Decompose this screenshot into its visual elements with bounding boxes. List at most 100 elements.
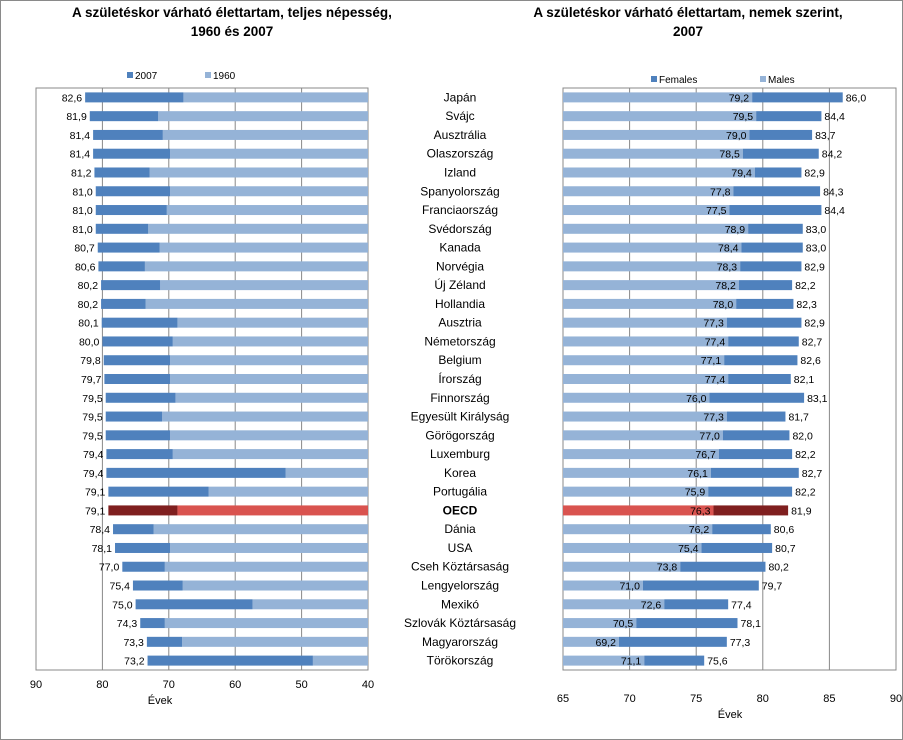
right-bar-females: [680, 561, 766, 572]
right-bar-males: [563, 449, 719, 460]
right-bar-males: [563, 561, 681, 572]
right-bar-females: [722, 430, 790, 441]
left-bar-2007: [105, 411, 163, 422]
left-data-label: 78,1: [92, 543, 113, 555]
left-legend-label: 1960: [213, 71, 236, 82]
right-bar-females: [748, 223, 803, 234]
left-data-label: 73,2: [124, 656, 145, 668]
right-bar-females: [733, 186, 821, 197]
country-label: Németország: [424, 334, 495, 348]
right-females-label: 82,2: [795, 449, 816, 461]
right-males-label: 76,2: [689, 524, 710, 536]
right-bar-females: [726, 317, 802, 328]
right-males-label: 71,1: [621, 656, 642, 668]
right-bar-males: [563, 505, 714, 516]
right-legend-label: Males: [768, 75, 795, 86]
country-label: Egyesült Királyság: [411, 410, 510, 424]
left-bar-2007: [103, 355, 171, 366]
country-label: Izland: [444, 165, 476, 179]
country-label: Japán: [444, 90, 477, 104]
right-males-label: 78,2: [715, 280, 736, 292]
left-bar-1960: [162, 411, 368, 422]
left-bar-2007: [122, 561, 165, 572]
right-bar-males: [563, 467, 711, 478]
right-bar-males: [563, 186, 734, 197]
left-legend-swatch: [205, 72, 211, 78]
right-females-label: 84,2: [822, 149, 843, 161]
right-males-label: 73,8: [657, 562, 678, 574]
right-females-label: 82,6: [800, 355, 821, 367]
right-bar-females: [726, 411, 786, 422]
left-bar-2007: [102, 336, 173, 347]
left-data-label: 80,6: [75, 261, 96, 273]
left-tick-label: 60: [229, 679, 241, 691]
left-bar-1960: [170, 355, 368, 366]
right-bar-males: [563, 636, 619, 647]
right-bar-females: [728, 374, 791, 384]
left-bar-2007: [104, 374, 171, 384]
left-data-label: 75,4: [110, 581, 131, 593]
left-bar-1960: [159, 242, 368, 253]
right-chart-title-line: A születéskor várható élettartam, nemek …: [533, 5, 842, 20]
right-males-label: 77,4: [705, 336, 726, 348]
right-females-label: 82,7: [802, 468, 823, 480]
country-label: Portugália: [433, 485, 487, 499]
left-bar-2007: [95, 205, 167, 216]
right-bar-females: [749, 129, 813, 140]
left-bar-2007: [95, 223, 149, 234]
left-bar-2007: [147, 655, 313, 666]
right-males-label: 79,0: [726, 130, 747, 142]
right-bar-females: [740, 261, 802, 272]
country-label: Korea: [444, 466, 476, 480]
left-bar-2007: [105, 392, 176, 403]
left-bar-2007: [146, 636, 183, 647]
left-bar-1960: [182, 580, 368, 591]
left-bar-1960: [164, 561, 368, 572]
left-bar-1960: [170, 186, 368, 197]
country-label: Kanada: [439, 241, 481, 255]
left-x-axis-title: Évek: [148, 694, 173, 707]
right-bar-females: [709, 392, 805, 403]
right-females-label: 82,9: [804, 318, 825, 330]
right-females-label: 78,1: [740, 618, 761, 630]
left-data-label: 81,4: [70, 149, 91, 161]
left-tick-label: 70: [163, 679, 175, 691]
left-data-label: 73,3: [123, 637, 144, 649]
right-females-label: 81,9: [791, 505, 812, 517]
right-males-label: 75,9: [685, 487, 706, 499]
left-bar-1960: [153, 524, 368, 535]
right-tick-label: 65: [557, 693, 569, 705]
left-data-label: 79,5: [82, 412, 103, 424]
right-females-label: 82,9: [804, 167, 825, 179]
right-bar-females: [756, 111, 822, 122]
right-males-label: 71,0: [619, 581, 640, 593]
right-bar-females: [752, 92, 843, 103]
right-females-label: 84,3: [823, 186, 844, 198]
right-males-label: 70,5: [613, 618, 634, 630]
left-data-label: 81,0: [72, 224, 93, 236]
right-males-label: 78,9: [725, 224, 746, 236]
left-bar-1960: [172, 336, 368, 347]
right-males-label: 76,3: [690, 505, 711, 517]
right-females-label: 82,1: [794, 374, 815, 386]
left-bar-2007: [115, 542, 171, 553]
left-bar-1960: [145, 298, 368, 309]
right-bar-females: [712, 524, 771, 535]
country-label: Görögország: [425, 428, 494, 442]
left-bar-2007: [132, 580, 183, 591]
right-males-label: 78,4: [718, 243, 739, 255]
left-bar-2007: [101, 298, 146, 309]
left-bar-2007: [105, 430, 171, 441]
left-bar-1960: [175, 392, 368, 403]
left-bar-1960: [183, 92, 368, 103]
country-label: OECD: [443, 503, 478, 517]
right-males-label: 77,3: [703, 412, 724, 424]
left-bar-2007: [98, 261, 145, 272]
left-legend-label: 2007: [135, 71, 158, 82]
right-males-label: 77,1: [701, 355, 722, 367]
right-males-label: 78,5: [719, 149, 740, 161]
right-males-label: 79,5: [733, 111, 754, 123]
left-data-label: 79,8: [80, 355, 101, 367]
right-males-label: 78,3: [717, 261, 738, 273]
right-males-label: 76,0: [686, 393, 707, 405]
